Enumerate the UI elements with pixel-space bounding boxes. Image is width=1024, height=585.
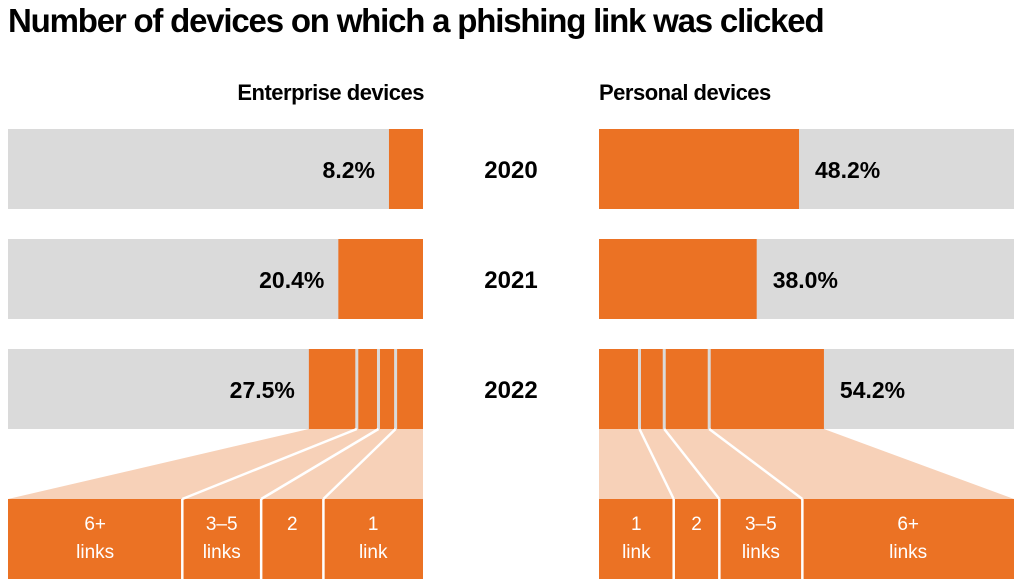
personal-breakdown-box-1 xyxy=(673,499,720,579)
personal-breakdown-box-2 xyxy=(719,499,803,579)
enterprise-fan xyxy=(8,429,423,499)
enterprise-breakdown-box-1 xyxy=(182,499,262,579)
year-label-2020: 2020 xyxy=(484,157,537,184)
enterprise-value-label-2022: 27.5% xyxy=(230,377,295,403)
personal-breakdown-sublabel-0: link xyxy=(622,542,651,563)
personal-fan-line-1 xyxy=(638,428,675,500)
enterprise-breakdown-label-3: 1 xyxy=(368,514,379,535)
enterprise-fan-line-1 xyxy=(181,427,358,501)
personal-breakdown-box-3 xyxy=(802,499,1014,579)
personal-panel-title: Personal devices xyxy=(599,80,771,105)
enterprise-bar-2022 xyxy=(308,349,423,429)
personal-breakdown-label-1: 2 xyxy=(691,514,702,535)
personal-value-label-2021: 38.0% xyxy=(773,267,838,293)
personal-breakdown-sublabel-2: links xyxy=(742,542,780,563)
enterprise-breakdown-label-1: 3–5 xyxy=(206,514,238,535)
enterprise-bar-2020 xyxy=(388,129,423,209)
enterprise-track-2020 xyxy=(8,129,423,209)
enterprise-bar-2021 xyxy=(338,239,423,319)
personal-bar-2021 xyxy=(599,239,757,319)
enterprise-breakdown-label-0: 6+ xyxy=(84,514,106,535)
enterprise-breakdown-sublabel-1: links xyxy=(203,542,241,563)
personal-fan-line-2 xyxy=(663,428,721,500)
enterprise-breakdown-box-2 xyxy=(261,499,324,579)
year-label-2021: 2021 xyxy=(484,267,537,294)
enterprise-value-label-2020: 8.2% xyxy=(323,157,375,183)
enterprise-breakdown-box-3 xyxy=(323,499,423,579)
personal-bar-2022 xyxy=(599,349,824,429)
personal-fan xyxy=(599,429,1014,499)
personal-value-label-2022: 54.2% xyxy=(840,377,905,403)
year-label-2022: 2022 xyxy=(484,377,537,404)
enterprise-breakdown-sublabel-0: links xyxy=(76,542,114,563)
enterprise-panel-title: Enterprise devices xyxy=(237,80,424,105)
enterprise-breakdown-box-0 xyxy=(8,499,183,579)
enterprise-fan-line-2 xyxy=(260,427,380,501)
personal-fan-line-3 xyxy=(708,428,804,500)
enterprise-value-label-2021: 20.4% xyxy=(259,267,324,293)
personal-breakdown-sublabel-3: links xyxy=(889,542,927,563)
enterprise-breakdown-label-2: 2 xyxy=(287,514,298,535)
enterprise-breakdown-sublabel-3: link xyxy=(359,542,388,563)
personal-breakdown-label-3: 6+ xyxy=(897,514,919,535)
enterprise-fan-line-3 xyxy=(322,428,397,500)
personal-breakdown-label-0: 1 xyxy=(631,514,642,535)
chart-title: Number of devices on which a phishing li… xyxy=(8,2,825,39)
personal-value-label-2020: 48.2% xyxy=(815,157,880,183)
personal-breakdown-box-0 xyxy=(599,499,674,579)
personal-bar-2020 xyxy=(599,129,800,209)
personal-breakdown-label-2: 3–5 xyxy=(745,514,777,535)
